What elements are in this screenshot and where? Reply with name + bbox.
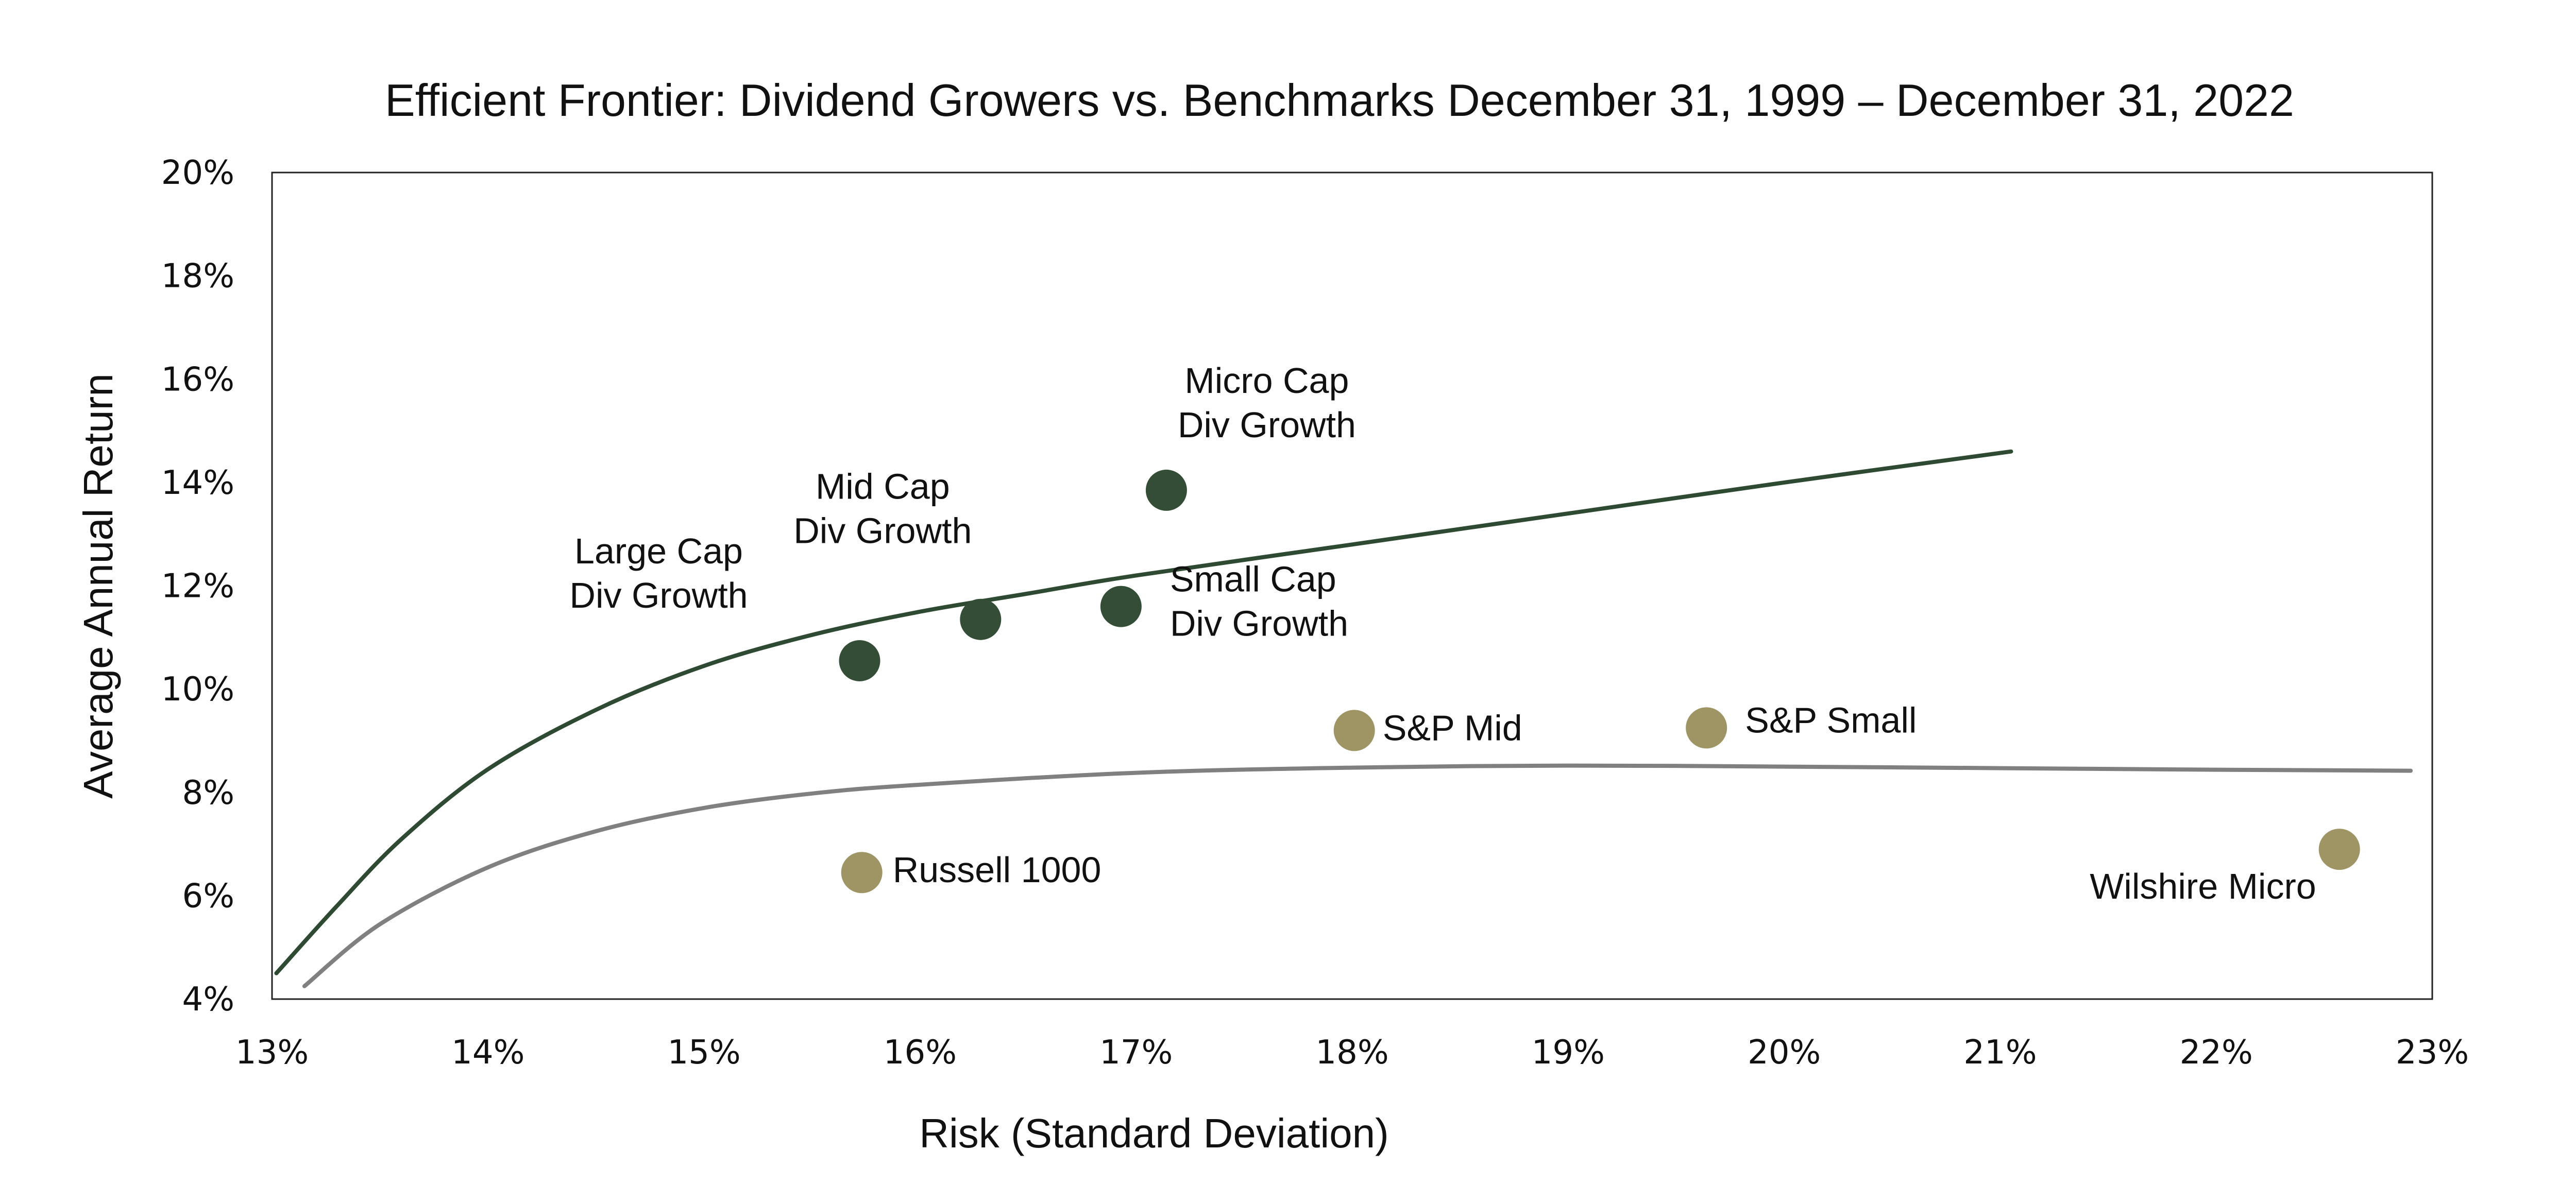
x-tick-label: 15% [667,1034,740,1072]
y-tick-label: 8% [182,774,234,812]
y-tick-label: 12% [161,568,234,606]
y-tick-label: 14% [161,464,234,502]
point-label: S&P Mid [1383,708,1522,748]
point-label: Div Growth [793,511,972,551]
x-tick-label: 20% [1748,1034,1821,1072]
x-tick-label: 13% [235,1034,309,1072]
dividend-point [1100,586,1142,627]
x-tick-label: 21% [1963,1034,2037,1072]
point-label: Mid Cap [816,467,950,507]
point-label: Micro Cap [1184,360,1349,401]
plot-frame [271,171,2433,1000]
y-axis-ticks: 4% 6% 8% 10% 12% 14% 16% 18% 20% [161,154,234,1019]
x-axis-ticks: 13% 14% 15% 16% 17% 18% 19% 20% 21% 22% 23% [235,1034,2469,1072]
benchmark-point [1333,710,1375,751]
point-label: Small Cap [1170,559,1336,599]
x-tick-label: 17% [1099,1034,1173,1072]
x-tick-label: 23% [2396,1034,2469,1072]
point-label: Div Growth [1178,405,1356,445]
point-label: Div Growth [569,575,748,615]
data-points [839,469,2360,894]
frontier-curves [274,449,2413,988]
benchmark-point [2318,829,2360,870]
benchmark-point [1686,707,1727,749]
point-label: Large Cap [574,531,743,571]
y-tick-label: 20% [161,154,234,192]
y-tick-label: 10% [161,671,234,709]
dividend-point [1145,469,1187,511]
y-tick-label: 18% [161,257,234,296]
point-label: Div Growth [1170,604,1348,644]
x-axis-label: Risk (Standard Deviation) [919,1110,1388,1156]
x-tick-label: 14% [451,1034,524,1072]
x-tick-label: 19% [1532,1034,1605,1072]
y-tick-label: 6% [182,877,234,915]
point-label: Wilshire Micro [2090,866,2316,906]
point-label: Russell 1000 [893,850,1101,890]
x-tick-label: 22% [2180,1034,2253,1072]
x-tick-label: 16% [884,1034,957,1072]
dividend-point [960,598,1002,640]
chart-title: Efficient Frontier: Dividend Growers vs.… [385,75,2294,126]
dividend-frontier-curve [274,449,2013,975]
y-axis-label: Average Annual Return [75,373,121,799]
y-tick-label: 16% [161,360,234,399]
benchmark-point [841,852,883,894]
dividend-point [839,640,880,681]
point-label: S&P Small [1745,700,1917,740]
x-tick-label: 18% [1315,1034,1388,1072]
benchmark-frontier-curve [302,763,2413,988]
y-tick-label: 4% [182,981,234,1019]
